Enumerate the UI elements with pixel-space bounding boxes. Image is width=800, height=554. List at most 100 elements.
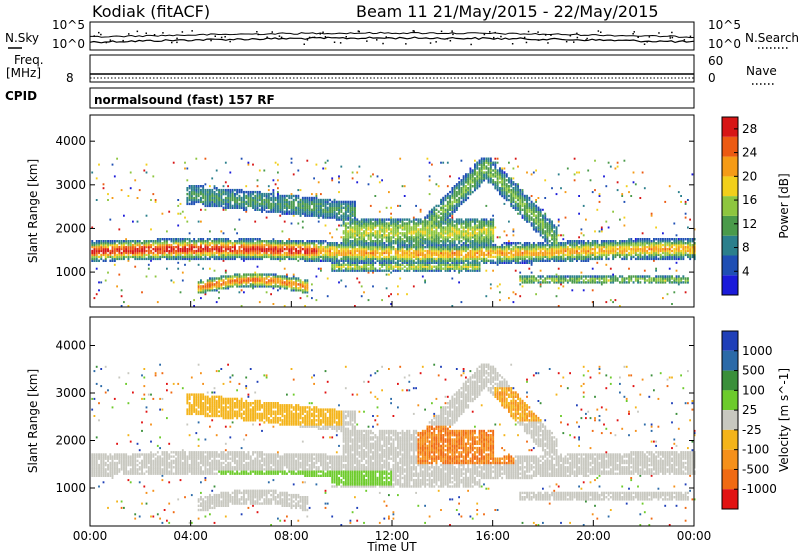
range-gate-cell: [462, 228, 465, 231]
range-gate-cell: [286, 210, 288, 213]
range-gate-cell: [496, 259, 499, 262]
range-gate-cell: [351, 200, 354, 204]
range-gate-cell: [408, 259, 411, 262]
range-gate-cell: [344, 255, 347, 259]
range-gate-cell: [172, 251, 175, 255]
range-gate-cell: [401, 245, 404, 249]
range-gate-cell: [249, 277, 252, 280]
range-gate-cell: [229, 253, 232, 257]
range-gate-cell: [95, 247, 98, 251]
range-gate-cell: [220, 255, 223, 259]
range-gate-cell: [306, 257, 309, 261]
range-gate-cell: [304, 212, 307, 215]
range-gate-cell: [363, 255, 365, 259]
noise-scatter-dots: [93, 30, 692, 46]
range-gate-cell: [476, 171, 479, 174]
range-gate-cell: [297, 279, 300, 282]
range-gate-cell: [548, 240, 551, 243]
range-gate-cell: [317, 212, 320, 215]
range-gate-cell: [388, 247, 390, 251]
range-gate-cell: [209, 249, 211, 253]
range-gate-cell: [258, 257, 261, 261]
range-gate-cell: [338, 261, 340, 264]
range-gate-cell: [532, 247, 535, 251]
range-gate-cell: [360, 267, 363, 270]
range-gate-cell: [315, 200, 318, 204]
range-gate-cell: [138, 251, 141, 255]
range-gate-cell: [184, 247, 186, 251]
scatter-speck: [125, 238, 127, 241]
scatter-speck: [324, 224, 327, 227]
range-gate-cell: [170, 253, 173, 257]
range-gate-cell: [356, 249, 359, 253]
range-gate-cell: [324, 253, 327, 257]
range-gate-cell: [510, 183, 513, 186]
range-gate-cell: [503, 188, 506, 192]
range-gate-cell: [322, 242, 325, 245]
range-gate-cell: [220, 249, 223, 253]
range-gate-cell: [274, 245, 277, 249]
range-gate-cell: [487, 228, 490, 231]
range-gate-cell: [186, 238, 189, 241]
range-gate-cell: [489, 259, 492, 262]
range-gate-cell: [483, 167, 485, 170]
range-gate-cell: [385, 234, 388, 237]
range-gate-cell: [161, 242, 164, 245]
range-gate-cell: [188, 196, 191, 200]
range-gate-cell: [467, 187, 470, 190]
range-gate-cell: [435, 230, 438, 233]
range-gate-cell: [102, 243, 105, 247]
range-gate-cell: [209, 251, 211, 255]
range-gate-cell: [245, 245, 248, 249]
range-gate-cell: [270, 281, 273, 284]
range-gate-cell: [95, 259, 98, 262]
range-gate-cell: [211, 281, 214, 284]
range-gate-cell: [467, 218, 470, 221]
range-gate-cell: [100, 240, 103, 243]
range-gate-cell: [107, 247, 109, 251]
scatter-speck: [514, 157, 517, 160]
range-gate-cell: [274, 283, 277, 286]
range-gate-cell: [523, 257, 526, 261]
range-gate-cell: [449, 228, 451, 231]
scatter-speck: [338, 224, 340, 227]
range-gate-cell: [442, 230, 445, 233]
range-gate-cell: [261, 243, 263, 247]
range-gate-cell: [381, 228, 384, 231]
range-gate-cell: [113, 253, 116, 257]
range-gate-cell: [440, 245, 442, 249]
range-gate-cell: [469, 188, 472, 192]
range-gate-cell: [478, 179, 481, 182]
scatter-speck: [98, 289, 100, 292]
range-gate-cell: [283, 277, 286, 280]
range-gate-cell: [369, 259, 372, 262]
range-gate-cell: [347, 230, 350, 233]
range-gate-cell: [256, 273, 259, 276]
range-gate-cell: [508, 259, 510, 262]
range-gate-cell: [349, 249, 352, 253]
range-gate-cell: [188, 247, 191, 251]
range-gate-cell: [209, 283, 211, 286]
range-gate-cell: [369, 226, 372, 229]
range-gate-cell: [465, 185, 467, 188]
scatter-speck: [340, 224, 343, 227]
range-gate-cell: [281, 257, 284, 261]
range-gate-cell: [338, 267, 340, 270]
range-gate-cell: [258, 194, 261, 198]
scatter-speck: [503, 202, 506, 205]
range-gate-cell: [451, 208, 454, 211]
range-gate-cell: [519, 208, 522, 211]
range-gate-cell: [95, 249, 98, 253]
range-gate-cell: [476, 263, 479, 266]
range-gate-cell: [446, 236, 449, 239]
range-gate-cell: [460, 179, 463, 182]
range-gate-cell: [390, 265, 393, 268]
scatter-speck: [111, 197, 114, 199]
range-gate-cell: [367, 236, 370, 239]
range-gate-cell: [322, 255, 325, 259]
range-gate-cell: [460, 188, 463, 192]
range-gate-cell: [213, 285, 216, 288]
range-gate-cell: [220, 188, 223, 192]
scatter-speck: [460, 301, 463, 304]
range-gate-cell: [424, 232, 427, 235]
